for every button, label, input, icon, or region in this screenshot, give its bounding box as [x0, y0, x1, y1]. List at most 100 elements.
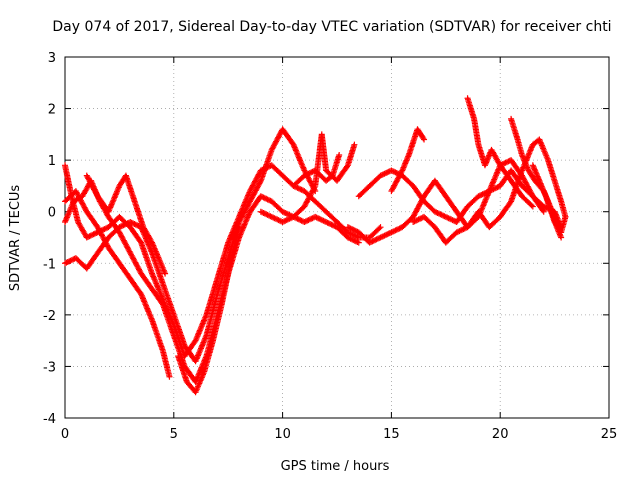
marker-trail: [454, 210, 470, 229]
data-point: [127, 219, 134, 226]
data-point: [475, 193, 482, 200]
marker-trail: [149, 241, 164, 265]
data-marks: [62, 95, 569, 396]
marker-trail: [367, 225, 383, 240]
marker-trail: [149, 318, 166, 353]
marker-trail: [85, 230, 100, 240]
marker-trail: [269, 199, 285, 214]
marker-trail: [537, 179, 549, 198]
marker-trail: [537, 138, 551, 162]
marker-trail: [400, 215, 415, 229]
data-point: [336, 151, 343, 158]
marker-trail: [432, 225, 448, 245]
marker-trail: [247, 179, 264, 203]
marker-trail: [530, 194, 546, 214]
series-track-8: [290, 151, 343, 189]
marker-trail: [335, 220, 350, 235]
marker-trail: [128, 225, 144, 245]
marker-trail: [519, 153, 531, 173]
marker-trail: [313, 199, 328, 214]
tick-labels: 0 5 10 15 20 25 -4 -3 -2 -1 0 1 2 3: [43, 51, 617, 442]
data-point: [540, 208, 547, 215]
marker-trail: [389, 224, 404, 235]
y-tick-label: -4: [43, 412, 56, 427]
series-track-12: [410, 136, 569, 246]
marker-trail: [258, 148, 275, 183]
marker-trail: [182, 364, 198, 384]
marker-trail: [498, 199, 514, 219]
marker-trail: [210, 303, 225, 343]
data-point: [562, 213, 569, 220]
marker-trail: [357, 184, 372, 199]
data-point: [453, 229, 460, 236]
marker-trail: [444, 230, 459, 245]
marker-trail: [346, 224, 361, 235]
marker-trail: [465, 210, 481, 229]
marker-trail: [318, 132, 329, 172]
marker-trail: [400, 173, 415, 188]
marker-trail: [138, 292, 155, 322]
marker-trail: [302, 184, 318, 209]
marker-trail: [471, 117, 482, 147]
series-track-15: [529, 162, 569, 236]
marker-trail: [269, 163, 285, 178]
marker-trail: [138, 241, 155, 276]
series-track-1: [62, 162, 384, 360]
marker-trail: [84, 174, 100, 198]
marker-trail: [182, 344, 198, 363]
marker-trail: [558, 199, 568, 219]
marker-trail: [346, 235, 361, 245]
marker-trail: [62, 199, 77, 224]
marker-trail: [269, 127, 285, 152]
marker-trail: [530, 163, 542, 183]
data-point: [344, 224, 351, 231]
marker-trail: [193, 354, 209, 384]
data-point: [529, 203, 536, 210]
x-tick-label: 5: [170, 427, 178, 442]
x-tick-label: 10: [274, 427, 291, 442]
marker-trail: [84, 210, 100, 229]
marker-trail: [520, 194, 535, 209]
marker-trail: [410, 194, 427, 219]
data-point: [431, 208, 438, 215]
x-tick-label: 25: [601, 427, 618, 442]
marker-trail: [421, 179, 437, 198]
marker-trail: [117, 230, 133, 255]
data-point: [351, 141, 358, 148]
marker-trail: [399, 153, 412, 173]
data-point: [558, 234, 565, 241]
marker-trail: [259, 209, 274, 220]
y-tick-label: 1: [48, 154, 56, 169]
marker-trail: [203, 292, 220, 337]
marker-trail: [489, 148, 503, 167]
marker-trail: [214, 256, 231, 296]
y-tick-label: -3: [43, 360, 56, 375]
series-track-3: [62, 126, 319, 365]
data-point: [377, 172, 384, 179]
marker-trail: [543, 194, 558, 224]
marker-trail: [291, 143, 307, 172]
chart-title: Day 074 of 2017, Sidereal Day-to-day VTE…: [52, 19, 611, 35]
marker-trail: [128, 219, 143, 230]
data-point: [162, 270, 169, 277]
marker-trail: [247, 194, 263, 214]
marker-trail: [193, 333, 209, 363]
marker-trail: [201, 339, 216, 374]
series-track-7: [257, 131, 358, 226]
marker-trail: [160, 282, 177, 317]
plot-frame: [64, 56, 610, 419]
marker-trail: [171, 323, 188, 358]
series-track-5: [83, 172, 169, 277]
series-track-6: [175, 224, 243, 396]
data-point: [366, 239, 373, 246]
data-point: [312, 213, 319, 220]
marker-trail: [334, 163, 350, 183]
marker-trail: [291, 173, 307, 188]
y-axis-label: SDTVAR / TECUs: [8, 185, 23, 292]
y-tick-label: 2: [48, 103, 56, 118]
marker-trail: [247, 168, 264, 193]
marker-trail: [160, 303, 177, 337]
marker-trail: [443, 194, 459, 214]
marker-trail: [141, 225, 155, 245]
